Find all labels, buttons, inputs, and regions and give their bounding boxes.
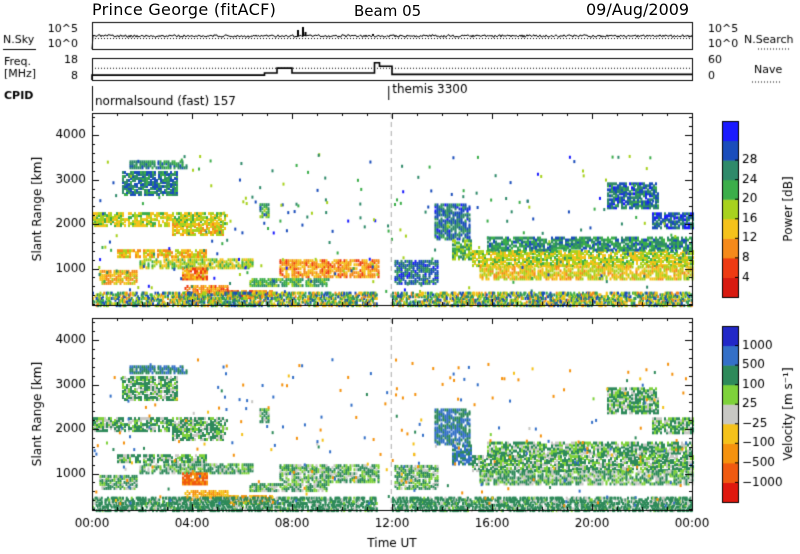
- beam-label: Beam 05: [354, 2, 422, 20]
- station-title: Prince George (fitACF): [92, 0, 277, 19]
- date-label: 09/Aug/2009: [586, 0, 690, 19]
